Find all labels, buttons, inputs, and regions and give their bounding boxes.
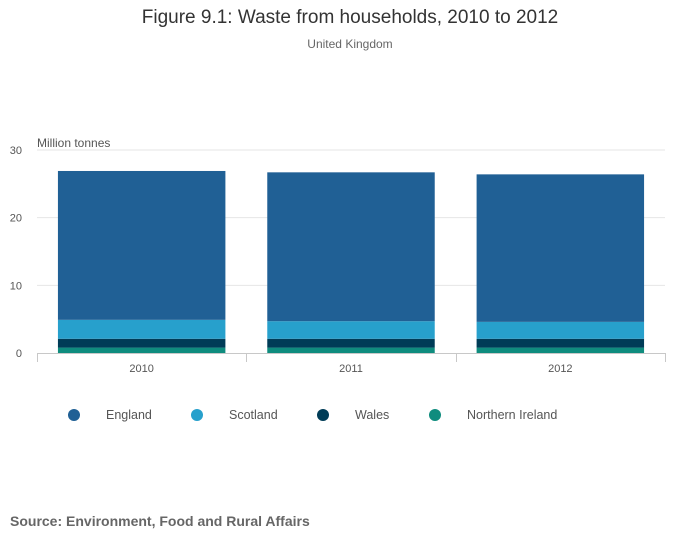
bar-2011-scotland bbox=[267, 321, 435, 339]
bar-2012-scotland bbox=[476, 321, 645, 339]
x-tick-label-2011: 2011 bbox=[339, 363, 363, 375]
legend-label-wales: Wales bbox=[355, 408, 390, 422]
legend-marker-northern-ireland bbox=[429, 409, 441, 421]
y-tick-label-30: 30 bbox=[10, 145, 22, 157]
bar-2010-northern-ireland bbox=[57, 347, 226, 353]
bar-2012-wales bbox=[476, 338, 645, 348]
x-tick-label-2010: 2010 bbox=[129, 363, 153, 375]
y-tick-label-10: 10 bbox=[10, 280, 22, 292]
source-note: Source: Environment, Food and Rural Affa… bbox=[10, 513, 310, 529]
legend-marker-wales bbox=[317, 409, 329, 421]
x-tick-label-2012: 2012 bbox=[548, 363, 572, 375]
chart-title: Figure 9.1: Waste from households, 2010 … bbox=[141, 7, 559, 28]
stacked-bar-chart: 0 10 20 30 2010 2011 2012 bbox=[10, 145, 666, 375]
legend-label-northern-ireland: Northern Ireland bbox=[467, 408, 558, 422]
bar-2011-wales bbox=[267, 338, 435, 348]
legend-marker-england bbox=[68, 409, 80, 421]
bar-2011-northern-ireland bbox=[267, 347, 435, 353]
y-tick-label-20: 20 bbox=[10, 213, 22, 225]
chart-subtitle: United Kingdom bbox=[307, 37, 393, 51]
y-axis-label: Million tonnes bbox=[37, 136, 111, 150]
legend-label-england: England bbox=[106, 408, 152, 422]
bar-2011-england bbox=[267, 172, 435, 322]
bar-2010-wales bbox=[57, 338, 226, 348]
y-tick-label-0: 0 bbox=[16, 348, 22, 360]
bar-2012-northern-ireland bbox=[476, 347, 645, 353]
bar-2010-scotland bbox=[57, 319, 226, 339]
legend-label-scotland: Scotland bbox=[229, 408, 278, 422]
legend-marker-scotland bbox=[191, 409, 203, 421]
bar-2010-england bbox=[57, 170, 226, 320]
bar-2012-england bbox=[476, 174, 645, 322]
chart-legend: England Scotland Wales Northern Ireland bbox=[0, 402, 700, 432]
